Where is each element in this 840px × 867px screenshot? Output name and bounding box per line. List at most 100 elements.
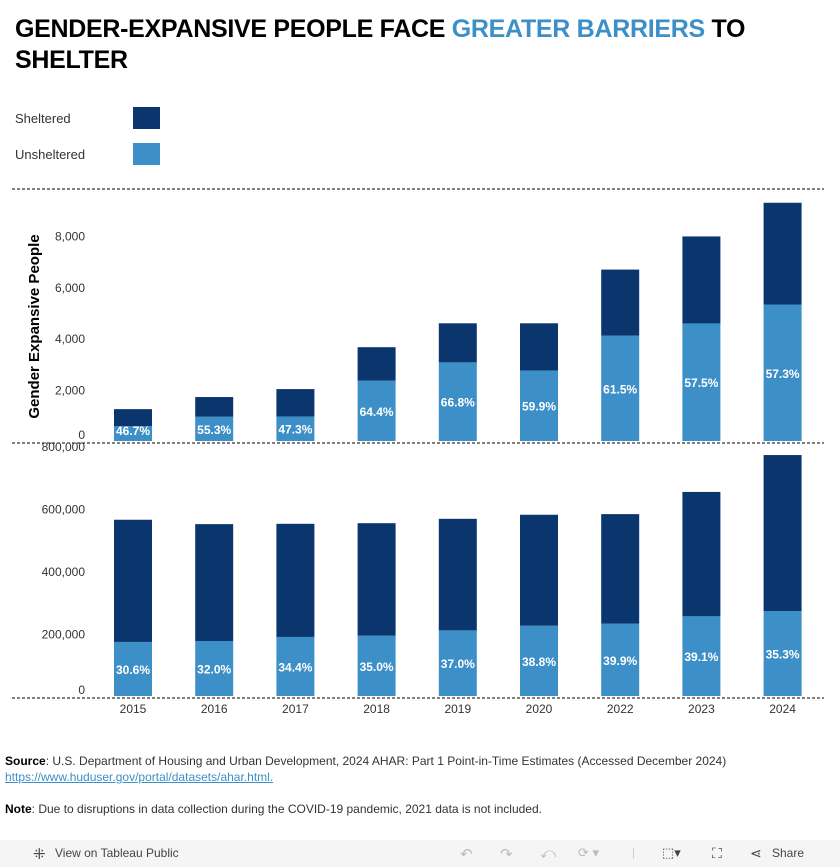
title-highlight: GREATER BARRIERS — [451, 15, 705, 43]
data-label: 32.0% — [197, 663, 231, 677]
bar-unsheltered — [682, 323, 721, 441]
legend-item-sheltered[interactable]: Sheltered — [15, 100, 160, 136]
bar-unsheltered — [601, 335, 640, 441]
data-label: 66.8% — [441, 396, 475, 410]
y-tick-label: 800,000 — [42, 440, 86, 454]
undo-icon[interactable]: ↶ — [460, 846, 473, 863]
share-icon[interactable]: ⋖ — [750, 845, 762, 861]
download-icon[interactable]: ⬚▾ — [662, 845, 681, 860]
note-label: Note — [5, 802, 32, 816]
bar-sheltered — [763, 202, 802, 305]
data-label: 37.0% — [441, 657, 475, 671]
bar-unsheltered — [763, 304, 802, 441]
bar-sheltered — [276, 389, 315, 417]
bar-sheltered — [682, 491, 721, 617]
legend-label: Sheltered — [15, 110, 71, 126]
fullscreen-icon[interactable]: ⛶ — [712, 845, 722, 861]
bar-unsheltered — [195, 416, 234, 441]
view-on-tableau-link[interactable]: View on Tableau Public — [55, 846, 179, 860]
revert-icon[interactable]: ⤺ — [540, 845, 557, 862]
chart-svg: 0 2,000 4,000 6,000 8,000 46.7% 55.3% 47.3% 64.4… — [12, 188, 824, 716]
bar-sheltered — [520, 514, 558, 626]
bar-sheltered — [520, 323, 558, 371]
data-label: 38.8% — [522, 655, 556, 669]
bar-unsheltered — [276, 416, 315, 441]
x-tick-label: 2020 — [526, 702, 553, 716]
source-note: Source: U.S. Department of Housing and U… — [5, 753, 726, 785]
x-tick-label: 2018 — [363, 702, 390, 716]
source-text: : U.S. Department of Housing and Urban D… — [45, 754, 727, 768]
y-tick-label: 0 — [78, 428, 85, 442]
chart-title: GENDER-EXPANSIVE PEOPLE FACE GREATER BAR… — [15, 14, 815, 76]
redo-icon[interactable]: ↷ — [500, 846, 513, 863]
y-tick-label: 600,000 — [42, 503, 86, 517]
tableau-logo-icon: ⁜ — [33, 846, 46, 863]
data-label: 39.1% — [684, 650, 718, 664]
data-label: 46.7% — [116, 424, 150, 438]
note-text: : Due to disruptions in data collection … — [31, 802, 542, 816]
data-label: 57.3% — [766, 367, 800, 381]
bar-sheltered — [357, 523, 396, 636]
y-tick-label: 8,000 — [55, 229, 85, 243]
bar-sheltered — [601, 514, 640, 624]
bar-sheltered — [195, 524, 234, 641]
toolbar-divider: | — [632, 845, 636, 859]
data-label: 55.3% — [197, 423, 231, 437]
bar-unsheltered — [438, 630, 477, 696]
bar-sheltered — [357, 347, 396, 381]
tableau-toolbar: ⁜ View on Tableau Public ↶ ↷ ⤺ ⟳ ▾ | ⬚▾ … — [0, 840, 840, 867]
legend-item-unsheltered[interactable]: Unsheltered — [15, 136, 160, 172]
refresh-icon[interactable]: ⟳ ▾ — [578, 845, 600, 860]
legend: Sheltered Unsheltered — [15, 100, 160, 172]
bar-sheltered — [438, 518, 477, 631]
data-label: 64.4% — [360, 405, 394, 419]
data-label: 35.3% — [766, 648, 800, 662]
bar-unsheltered — [438, 362, 477, 441]
x-tick-label: 2024 — [769, 702, 796, 716]
y-tick-label: 400,000 — [42, 565, 86, 579]
bar-unsheltered — [357, 635, 396, 696]
bar-sheltered — [114, 409, 152, 427]
title-text-end: TO SHELTER — [15, 15, 746, 74]
y-tick-label: 0 — [78, 683, 85, 697]
bar-unsheltered — [682, 616, 721, 696]
bar-unsheltered — [114, 426, 152, 441]
share-button[interactable]: Share — [772, 846, 805, 860]
bar-unsheltered — [114, 641, 152, 696]
y-tick-label: 4,000 — [55, 332, 85, 346]
title-text: GENDER-EXPANSIVE PEOPLE FACE — [15, 15, 452, 43]
bar-unsheltered — [195, 641, 234, 696]
x-tick-label: 2022 — [607, 702, 634, 716]
data-label: 35.0% — [360, 660, 394, 674]
data-label: 47.3% — [278, 423, 312, 437]
bar-unsheltered — [520, 370, 558, 441]
bar-sheltered — [276, 523, 315, 637]
source-label: Source — [5, 754, 46, 768]
y-tick-label: 200,000 — [42, 628, 86, 642]
bar-unsheltered — [276, 636, 315, 696]
source-link[interactable]: https://www.huduser.gov/portal/datasets/… — [5, 770, 274, 784]
data-label: 39.9% — [603, 654, 637, 668]
bar-sheltered — [763, 455, 802, 611]
bar-unsheltered — [520, 625, 558, 696]
y-tick-label: 6,000 — [55, 281, 85, 295]
bar-sheltered — [438, 323, 477, 363]
x-tick-label: 2016 — [201, 702, 228, 716]
data-label: 34.4% — [278, 660, 312, 674]
bar-unsheltered — [601, 623, 640, 696]
bar-sheltered — [195, 397, 234, 417]
legend-label: Unsheltered — [15, 146, 86, 162]
bar-sheltered — [682, 236, 721, 324]
legend-swatch — [133, 143, 160, 165]
bar-sheltered — [114, 519, 152, 642]
bar-unsheltered — [357, 380, 396, 441]
data-label: 30.6% — [116, 663, 150, 677]
footnote: Note: Due to disruptions in data collect… — [5, 802, 542, 816]
bar-sheltered — [601, 269, 640, 336]
y-tick-label: 2,000 — [55, 384, 85, 398]
x-tick-label: 2015 — [120, 702, 147, 716]
data-label: 61.5% — [603, 382, 637, 396]
x-tick-label: 2019 — [444, 702, 471, 716]
bar-unsheltered — [763, 611, 802, 696]
data-label: 57.5% — [684, 376, 718, 390]
